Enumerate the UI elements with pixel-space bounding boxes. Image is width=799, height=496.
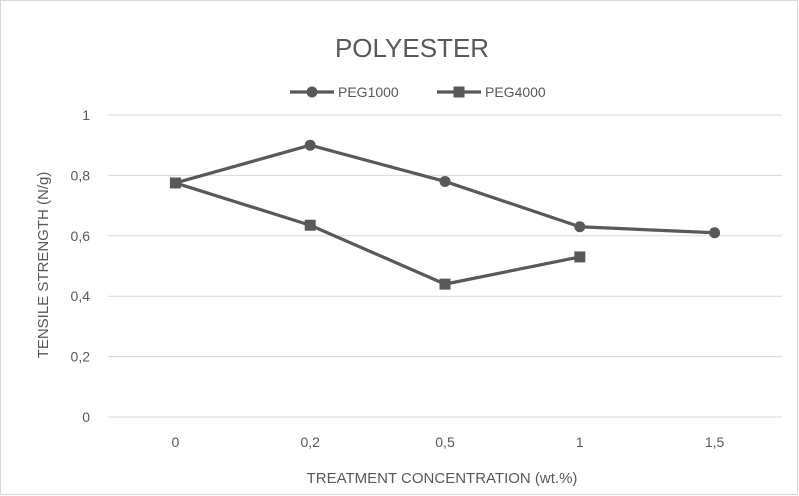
legend-item-peg4000: PEG4000 (437, 84, 546, 100)
legend-label: PEG4000 (485, 84, 546, 100)
legend-marker (453, 86, 465, 98)
data-point-peg4000 (574, 251, 586, 263)
x-tick-label: 1,5 (705, 434, 725, 450)
series-line-peg4000 (174, 181, 581, 286)
series-group (169, 139, 721, 290)
y-tick-label: 0,6 (71, 228, 91, 244)
data-point-peg1000 (574, 221, 586, 233)
x-tick-label: 1 (576, 434, 584, 450)
y-axis-ticks: 0 0,2 0,4 0,6 0,8 1 (71, 107, 91, 425)
y-tick-label: 0,4 (71, 288, 91, 304)
data-point-peg4000 (169, 177, 181, 189)
data-point-peg1000 (709, 227, 721, 239)
x-tick-label: 0,2 (300, 434, 320, 450)
x-tick-label: 0,5 (435, 434, 455, 450)
legend-item-peg1000: PEG1000 (290, 84, 399, 100)
data-point-peg4000 (304, 219, 316, 231)
legend-label: PEG1000 (338, 84, 399, 100)
chart-title: POLYESTER (335, 33, 489, 63)
legend-marker (306, 86, 318, 98)
y-tick-label: 0 (82, 409, 90, 425)
series-peg4000 (169, 177, 586, 290)
y-tick-label: 0,2 (71, 349, 91, 365)
y-tick-label: 0,8 (71, 167, 91, 183)
y-axis-title: TENSILE STRENGTH (N/g) (35, 172, 52, 359)
data-point-peg1000 (304, 139, 316, 151)
gridlines (108, 114, 782, 418)
y-tick-label: 1 (82, 107, 90, 123)
x-axis-title: TREATMENT CONCENTRATION (wt.%) (307, 470, 578, 487)
x-tick-label: 0 (172, 434, 180, 450)
data-point-peg1000 (439, 175, 451, 187)
legend: PEG1000 PEG4000 (290, 84, 546, 100)
x-axis-ticks: 0 0,2 0,5 1 1,5 (172, 434, 725, 450)
data-point-peg4000 (439, 278, 451, 290)
